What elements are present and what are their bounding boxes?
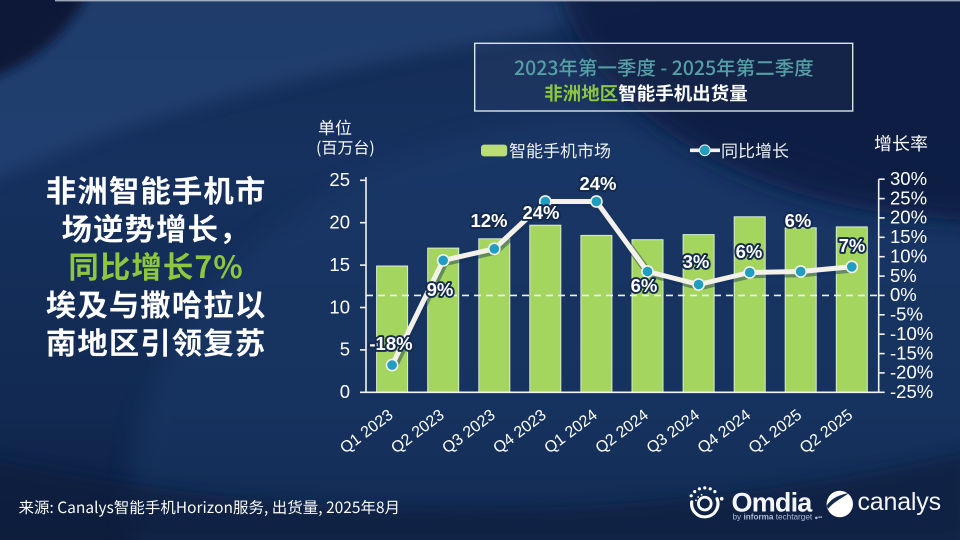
svg-text:5%: 5% [890, 265, 917, 286]
svg-text:15: 15 [329, 254, 350, 275]
svg-text:10: 10 [329, 296, 350, 317]
svg-text:25%: 25% [890, 187, 927, 208]
svg-text:canalys: canalys [858, 488, 941, 516]
svg-text:-10%: -10% [890, 323, 933, 344]
svg-text:5: 5 [340, 339, 350, 360]
svg-text:-18%: -18% [369, 333, 412, 354]
svg-text:3%: 3% [683, 251, 710, 272]
svg-text:24%: 24% [579, 173, 616, 194]
svg-text:12%: 12% [470, 210, 507, 231]
svg-text:6%: 6% [631, 275, 658, 296]
svg-text:6%: 6% [785, 210, 812, 231]
svg-text:7%: 7% [839, 235, 866, 256]
svg-text:-25%: -25% [890, 381, 933, 402]
svg-text:-15%: -15% [890, 342, 933, 363]
svg-text:6%: 6% [736, 241, 763, 262]
svg-text:-5%: -5% [890, 304, 923, 325]
svg-text:20: 20 [329, 212, 350, 233]
svg-text:0%: 0% [890, 284, 917, 305]
svg-text:15%: 15% [890, 226, 927, 247]
svg-text:10%: 10% [890, 245, 927, 266]
svg-text:20%: 20% [890, 207, 927, 228]
svg-text:-20%: -20% [890, 362, 933, 383]
svg-text:0: 0 [340, 381, 350, 402]
svg-text:9%: 9% [427, 279, 454, 300]
svg-text:30%: 30% [890, 168, 927, 189]
svg-text:25: 25 [329, 169, 350, 190]
svg-text:by informa techtarget ●••: by informa techtarget ●•• [733, 513, 823, 522]
svg-text:Omdia: Omdia [732, 488, 814, 518]
svg-text:24%: 24% [522, 202, 559, 223]
